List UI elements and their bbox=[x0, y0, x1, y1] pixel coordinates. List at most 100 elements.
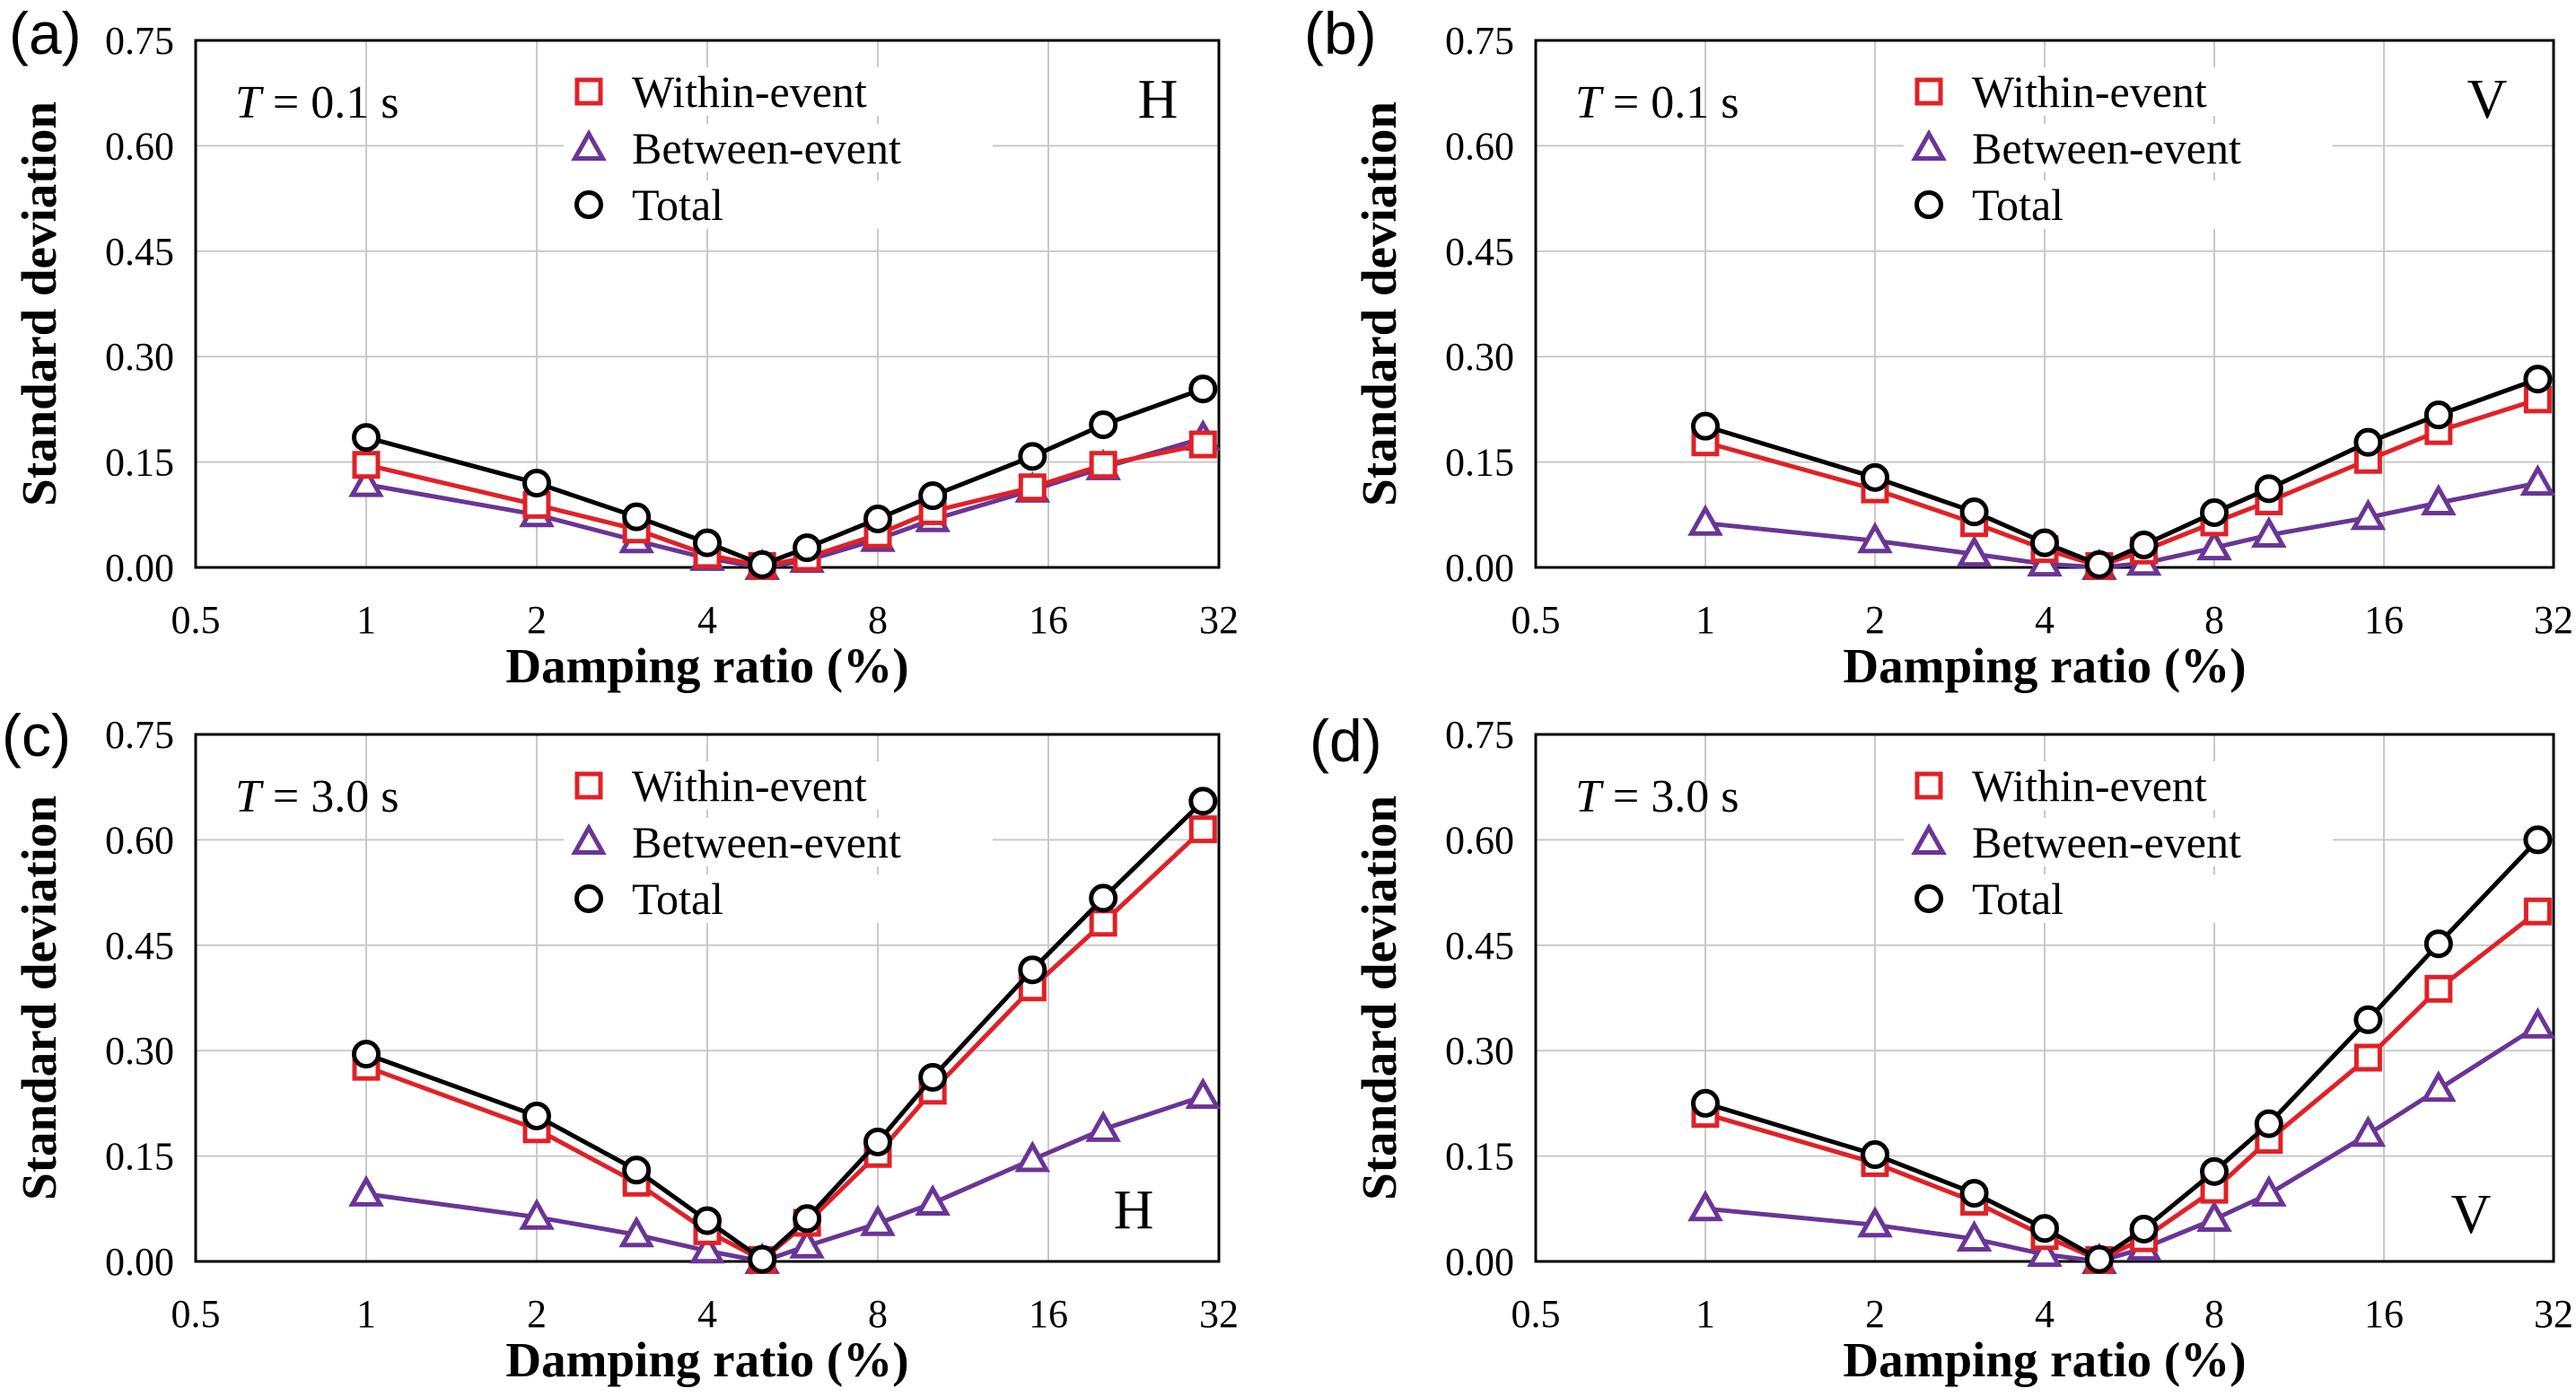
circle-marker bbox=[522, 469, 551, 498]
triangle-marker bbox=[1085, 1110, 1121, 1142]
triangle-marker bbox=[1857, 522, 1893, 554]
x-tick-label: 4 bbox=[2035, 1292, 2055, 1336]
triangle-marker bbox=[571, 822, 607, 855]
circle-marker bbox=[574, 884, 603, 913]
triangle-marker bbox=[2421, 1070, 2457, 1103]
legend-label: Within-event bbox=[1972, 760, 2207, 811]
x-tick-label: 32 bbox=[2534, 598, 2573, 642]
triangle-marker bbox=[1911, 822, 1947, 855]
square-marker bbox=[1188, 430, 1217, 459]
x-tick-label: 0.5 bbox=[171, 1292, 221, 1336]
legend-item-total: Total bbox=[574, 180, 723, 230]
y-axis-title: Standard deviation bbox=[1352, 795, 1406, 1200]
circle-marker bbox=[1914, 884, 1943, 913]
y-tick-label: 0.75 bbox=[1445, 713, 1514, 757]
circle-marker bbox=[2353, 427, 2383, 457]
circle-marker bbox=[793, 533, 822, 563]
legend-label: Within-event bbox=[1972, 66, 2207, 117]
square-marker bbox=[1914, 771, 1943, 800]
circle-marker bbox=[2254, 1109, 2283, 1138]
triangle-marker bbox=[1911, 128, 1947, 161]
legend-label: Within-event bbox=[632, 66, 867, 117]
series-line bbox=[1704, 909, 2539, 1262]
legend-underlay bbox=[564, 180, 993, 229]
legend-underlay bbox=[1904, 761, 2333, 810]
x-tick-label: 4 bbox=[2035, 598, 2055, 642]
circle-marker bbox=[622, 502, 652, 532]
triangle-marker bbox=[348, 465, 384, 497]
legend-item-between-event: Between-event bbox=[1911, 817, 2241, 867]
legend-label: Total bbox=[1972, 180, 2063, 230]
circle-marker bbox=[622, 1155, 652, 1185]
triangle-marker bbox=[915, 1183, 951, 1217]
x-tick-label: 1 bbox=[356, 598, 376, 642]
legend-label: Between-event bbox=[632, 817, 901, 867]
circle-marker bbox=[2254, 474, 2283, 504]
series-between-event bbox=[1687, 463, 2556, 580]
y-axis-title: Standard deviation bbox=[12, 101, 66, 506]
period-annotation: T = 3.0 s bbox=[1575, 771, 1739, 822]
circle-marker bbox=[1018, 955, 1047, 985]
circle-marker bbox=[522, 1101, 551, 1130]
x-tick-label: 0.5 bbox=[171, 598, 221, 642]
circle-marker bbox=[1018, 442, 1047, 471]
triangle-marker bbox=[2350, 1115, 2387, 1147]
y-tick-label: 0.00 bbox=[105, 546, 174, 590]
x-tick-label: 8 bbox=[868, 598, 888, 642]
circle-marker bbox=[1861, 1140, 1889, 1170]
circle-marker bbox=[574, 190, 603, 219]
circle-marker bbox=[2129, 1214, 2159, 1243]
y-tick-label: 0.30 bbox=[105, 335, 174, 379]
triangle-marker bbox=[2519, 1006, 2556, 1039]
circle-marker bbox=[918, 1062, 948, 1092]
x-axis-title: Damping ratio (%) bbox=[1843, 638, 2246, 693]
y-tick-label: 0.75 bbox=[1445, 19, 1514, 63]
panel-letter: (a) bbox=[9, 0, 82, 66]
circle-marker bbox=[1089, 883, 1118, 913]
triangle-marker bbox=[2251, 515, 2287, 548]
circle-marker bbox=[1188, 374, 1218, 404]
y-tick-label: 0.60 bbox=[1445, 818, 1514, 862]
circle-marker bbox=[2030, 1214, 2059, 1243]
circle-marker bbox=[2423, 929, 2453, 959]
series-line bbox=[365, 799, 1205, 1262]
x-tick-label: 2 bbox=[527, 598, 547, 642]
legend-item-between-event: Between-event bbox=[1911, 123, 2241, 173]
x-tick-label: 16 bbox=[2364, 1292, 2404, 1336]
triangle-marker bbox=[1956, 535, 1993, 567]
triangle-marker bbox=[2196, 1199, 2232, 1233]
legend-label: Between-event bbox=[632, 123, 901, 173]
triangle-marker bbox=[1857, 1206, 1893, 1238]
triangle-marker bbox=[860, 1204, 896, 1236]
circle-marker bbox=[2030, 528, 2059, 558]
component-label: H bbox=[1114, 1180, 1154, 1241]
period-annotation: T = 0.1 s bbox=[1575, 77, 1739, 128]
circle-marker bbox=[2084, 549, 2114, 579]
y-tick-label: 0.15 bbox=[105, 441, 174, 485]
triangle-marker bbox=[1185, 1076, 1222, 1110]
triangle-marker bbox=[789, 1226, 825, 1259]
triangle-marker bbox=[1014, 1140, 1051, 1173]
x-tick-label: 1 bbox=[1695, 1292, 1715, 1336]
y-tick-label: 0.60 bbox=[105, 818, 174, 862]
circle-marker bbox=[2129, 530, 2159, 559]
square-marker bbox=[1914, 77, 1943, 106]
legend-item-within-event: Within-event bbox=[574, 66, 867, 117]
x-tick-label: 32 bbox=[2534, 1292, 2573, 1336]
square-marker bbox=[1089, 909, 1117, 937]
triangle-marker bbox=[2251, 1174, 2287, 1207]
legend-item-total: Total bbox=[1914, 180, 2063, 230]
circle-marker bbox=[693, 528, 722, 558]
square-marker bbox=[2523, 897, 2552, 926]
triangle-marker bbox=[2519, 463, 2556, 496]
y-tick-label: 0.00 bbox=[1445, 1240, 1514, 1284]
legend-label: Between-event bbox=[1972, 123, 2241, 173]
y-tick-label: 0.15 bbox=[1445, 441, 1514, 485]
circle-marker bbox=[352, 1040, 381, 1069]
circle-marker bbox=[352, 423, 381, 452]
triangle-marker bbox=[618, 1216, 654, 1248]
chart-panel-c: 0.00 0.15 0.30 0.45 0.60 0.75 0.5 1 2 4 8 16 32 Dampi… bbox=[2, 702, 1239, 1387]
x-tick-label: 32 bbox=[1199, 598, 1239, 642]
triangle-marker bbox=[348, 1174, 384, 1207]
